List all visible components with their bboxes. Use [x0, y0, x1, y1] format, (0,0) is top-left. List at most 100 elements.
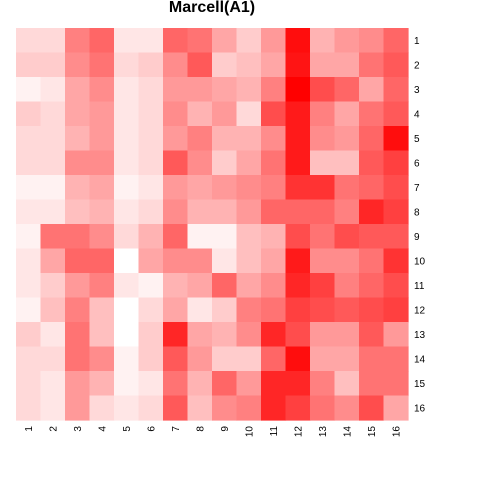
heatmap-cell-r1-c9	[212, 28, 238, 54]
heatmap-cell-r7-c3	[65, 175, 91, 201]
heatmap-cell-r11-c7	[163, 273, 189, 299]
heatmap-cell-r6-c7	[163, 150, 189, 176]
heatmap-cell-r15-c4	[89, 371, 115, 397]
chart-title: Marcell(A1)	[169, 0, 255, 16]
heatmap-cell-r7-c1	[16, 175, 42, 201]
heatmap-cell-r15-c5	[114, 371, 140, 397]
heatmap-cell-r15-c16	[383, 371, 409, 397]
heatmap-cell-r16-c7	[163, 395, 189, 421]
heatmap-cell-r15-c12	[285, 371, 311, 397]
column-label-14: 14	[342, 426, 353, 438]
heatmap-cell-r12-c14	[334, 297, 360, 323]
heatmap-cell-r5-c5	[114, 126, 140, 152]
heatmap-cell-r11-c4	[89, 273, 115, 299]
heatmap-cell-r11-c13	[310, 273, 336, 299]
heatmap-cell-r13-c9	[212, 322, 238, 348]
heatmap-cell-r1-c6	[138, 28, 164, 54]
heatmap-cell-r9-c6	[138, 224, 164, 250]
heatmap-cell-r1-c2	[40, 28, 66, 54]
heatmap-cell-r13-c4	[89, 322, 115, 348]
heatmap-cell-r3-c6	[138, 77, 164, 103]
heatmap-cell-r5-c10	[236, 126, 262, 152]
heatmap-cell-r5-c4	[89, 126, 115, 152]
heatmap-cell-r2-c2	[40, 52, 66, 78]
heatmap-cell-r5-c3	[65, 126, 91, 152]
heatmap-cell-r7-c4	[89, 175, 115, 201]
row-label-7: 7	[414, 183, 420, 194]
heatmap-cell-r4-c4	[89, 101, 115, 127]
heatmap-cell-r7-c13	[310, 175, 336, 201]
heatmap-cell-r16-c10	[236, 395, 262, 421]
heatmap-cell-r9-c10	[236, 224, 262, 250]
heatmap-cell-r13-c3	[65, 322, 91, 348]
heatmap-cell-r2-c14	[334, 52, 360, 78]
heatmap-cell-r8-c12	[285, 199, 311, 225]
row-label-16: 16	[414, 403, 426, 414]
heatmap-cell-r5-c6	[138, 126, 164, 152]
heatmap-cell-r9-c7	[163, 224, 189, 250]
heatmap-cell-r12-c8	[187, 297, 213, 323]
heatmap-cell-r6-c4	[89, 150, 115, 176]
heatmap-cell-r11-c3	[65, 273, 91, 299]
heatmap-cell-r4-c6	[138, 101, 164, 127]
heatmap-cell-r13-c15	[359, 322, 385, 348]
heatmap-cell-r16-c15	[359, 395, 385, 421]
heatmap-cell-r1-c5	[114, 28, 140, 54]
heatmap-cell-r4-c13	[310, 101, 336, 127]
heatmap-cell-r6-c10	[236, 150, 262, 176]
heatmap-cell-r1-c14	[334, 28, 360, 54]
heatmap-cell-r14-c7	[163, 346, 189, 372]
heatmap-cell-r9-c3	[65, 224, 91, 250]
heatmap-cell-r3-c4	[89, 77, 115, 103]
heatmap-cell-r7-c11	[261, 175, 287, 201]
heatmap-cell-r4-c5	[114, 101, 140, 127]
row-label-11: 11	[414, 281, 425, 292]
heatmap-cell-r10-c16	[383, 248, 409, 274]
heatmap-cell-r2-c11	[261, 52, 287, 78]
heatmap-cell-r4-c1	[16, 101, 42, 127]
heatmap-cell-r10-c10	[236, 248, 262, 274]
heatmap-cell-r1-c15	[359, 28, 385, 54]
heatmap-cell-r15-c2	[40, 371, 66, 397]
heatmap-cell-r10-c5	[114, 248, 140, 274]
heatmap-cell-r7-c10	[236, 175, 262, 201]
heatmap-cell-r3-c16	[383, 77, 409, 103]
heatmap-cell-r5-c13	[310, 126, 336, 152]
heatmap-cell-r1-c16	[383, 28, 409, 54]
heatmap-cell-r14-c1	[16, 346, 42, 372]
column-tick-labels: 1 2 3 4 5 6 7 8 9 10 11 12 13 14 15 16	[24, 426, 403, 438]
heatmap-cell-r11-c10	[236, 273, 262, 299]
heatmap-cell-r3-c8	[187, 77, 213, 103]
heatmap-cell-r14-c3	[65, 346, 91, 372]
column-label-15: 15	[367, 426, 378, 438]
row-label-3: 3	[414, 85, 420, 96]
heatmap-cell-r13-c12	[285, 322, 311, 348]
heatmap-cell-r14-c15	[359, 346, 385, 372]
heatmap-cell-r9-c8	[187, 224, 213, 250]
heatmap-cell-r16-c6	[138, 395, 164, 421]
heatmap-cell-r11-c12	[285, 273, 311, 299]
heatmap-cell-r16-c3	[65, 395, 91, 421]
row-label-9: 9	[414, 232, 420, 243]
heatmap-cell-r12-c13	[310, 297, 336, 323]
heatmap-cell-r14-c14	[334, 346, 360, 372]
heatmap-cell-r1-c1	[16, 28, 42, 54]
column-label-2: 2	[48, 426, 59, 432]
heatmap-cell-r5-c12	[285, 126, 311, 152]
heatmap-cell-r3-c12	[285, 77, 311, 103]
heatmap-cell-r6-c16	[383, 150, 409, 176]
heatmap-cell-r4-c15	[359, 101, 385, 127]
heatmap-cell-r6-c9	[212, 150, 238, 176]
heatmap-cell-r6-c15	[359, 150, 385, 176]
heatmap-cell-r4-c10	[236, 101, 262, 127]
heatmap-cell-r3-c11	[261, 77, 287, 103]
heatmap-cell-r13-c7	[163, 322, 189, 348]
heatmap-cell-r16-c12	[285, 395, 311, 421]
heatmap-cell-r1-c12	[285, 28, 311, 54]
heatmap-cell-r12-c10	[236, 297, 262, 323]
heatmap-cell-r9-c11	[261, 224, 287, 250]
heatmap-cell-r12-c1	[16, 297, 42, 323]
heatmap-cell-r2-c1	[16, 52, 42, 78]
